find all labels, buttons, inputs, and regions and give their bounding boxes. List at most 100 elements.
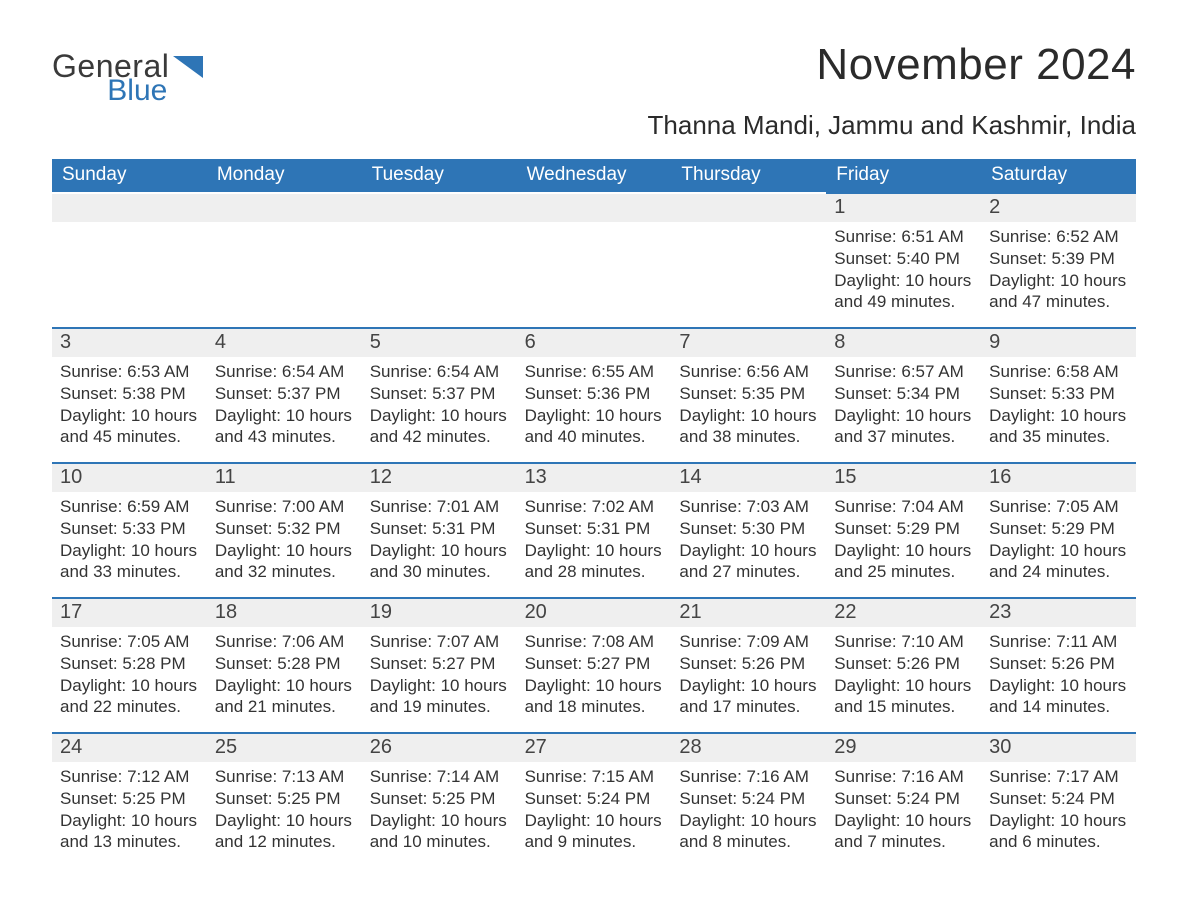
detail-sunset: Sunset: 5:32 PM bbox=[215, 518, 354, 540]
day-detail: Sunrise: 6:54 AMSunset: 5:37 PMDaylight:… bbox=[207, 357, 362, 448]
detail-sunset: Sunset: 5:35 PM bbox=[679, 383, 818, 405]
detail-daylight1: Daylight: 10 hours bbox=[834, 540, 973, 562]
day-number: 26 bbox=[362, 734, 517, 762]
calendar-cell-blank bbox=[362, 192, 517, 327]
detail-sunset: Sunset: 5:25 PM bbox=[370, 788, 509, 810]
detail-sunset: Sunset: 5:24 PM bbox=[834, 788, 973, 810]
day-number: 15 bbox=[826, 464, 981, 492]
detail-sunrise: Sunrise: 6:59 AM bbox=[60, 496, 199, 518]
detail-daylight2: and 28 minutes. bbox=[525, 561, 664, 583]
calendar-cell: 4Sunrise: 6:54 AMSunset: 5:37 PMDaylight… bbox=[207, 327, 362, 462]
dow-header: Wednesday bbox=[517, 159, 672, 192]
detail-daylight1: Daylight: 10 hours bbox=[370, 540, 509, 562]
dow-header: Saturday bbox=[981, 159, 1136, 192]
detail-sunset: Sunset: 5:24 PM bbox=[679, 788, 818, 810]
detail-sunset: Sunset: 5:26 PM bbox=[989, 653, 1128, 675]
calendar-cell: 18Sunrise: 7:06 AMSunset: 5:28 PMDayligh… bbox=[207, 597, 362, 732]
detail-daylight2: and 27 minutes. bbox=[679, 561, 818, 583]
brand-text: General Blue bbox=[52, 50, 169, 106]
calendar-cell: 9Sunrise: 6:58 AMSunset: 5:33 PMDaylight… bbox=[981, 327, 1136, 462]
detail-sunset: Sunset: 5:33 PM bbox=[989, 383, 1128, 405]
detail-sunset: Sunset: 5:28 PM bbox=[60, 653, 199, 675]
day-number: 20 bbox=[517, 599, 672, 627]
day-detail: Sunrise: 6:57 AMSunset: 5:34 PMDaylight:… bbox=[826, 357, 981, 448]
detail-daylight1: Daylight: 10 hours bbox=[60, 405, 199, 427]
day-number: 25 bbox=[207, 734, 362, 762]
calendar-cell: 5Sunrise: 6:54 AMSunset: 5:37 PMDaylight… bbox=[362, 327, 517, 462]
detail-daylight1: Daylight: 10 hours bbox=[989, 540, 1128, 562]
calendar-cell: 24Sunrise: 7:12 AMSunset: 5:25 PMDayligh… bbox=[52, 732, 207, 867]
day-number: 24 bbox=[52, 734, 207, 762]
detail-sunset: Sunset: 5:37 PM bbox=[370, 383, 509, 405]
day-detail: Sunrise: 7:02 AMSunset: 5:31 PMDaylight:… bbox=[517, 492, 672, 583]
location-subtitle: Thanna Mandi, Jammu and Kashmir, India bbox=[648, 110, 1136, 141]
detail-daylight2: and 22 minutes. bbox=[60, 696, 199, 718]
detail-sunset: Sunset: 5:26 PM bbox=[679, 653, 818, 675]
calendar-cell-blank bbox=[671, 192, 826, 327]
detail-daylight2: and 18 minutes. bbox=[525, 696, 664, 718]
calendar-cell: 16Sunrise: 7:05 AMSunset: 5:29 PMDayligh… bbox=[981, 462, 1136, 597]
calendar-cell: 22Sunrise: 7:10 AMSunset: 5:26 PMDayligh… bbox=[826, 597, 981, 732]
calendar-cell-blank bbox=[207, 192, 362, 327]
detail-sunrise: Sunrise: 6:51 AM bbox=[834, 226, 973, 248]
detail-daylight1: Daylight: 10 hours bbox=[370, 810, 509, 832]
detail-sunset: Sunset: 5:25 PM bbox=[215, 788, 354, 810]
detail-sunset: Sunset: 5:25 PM bbox=[60, 788, 199, 810]
detail-sunrise: Sunrise: 7:01 AM bbox=[370, 496, 509, 518]
calendar-cell: 30Sunrise: 7:17 AMSunset: 5:24 PMDayligh… bbox=[981, 732, 1136, 867]
detail-daylight2: and 8 minutes. bbox=[679, 831, 818, 853]
detail-sunrise: Sunrise: 7:06 AM bbox=[215, 631, 354, 653]
calendar-cell: 11Sunrise: 7:00 AMSunset: 5:32 PMDayligh… bbox=[207, 462, 362, 597]
calendar-cell: 15Sunrise: 7:04 AMSunset: 5:29 PMDayligh… bbox=[826, 462, 981, 597]
day-detail: Sunrise: 6:51 AMSunset: 5:40 PMDaylight:… bbox=[826, 222, 981, 313]
day-detail: Sunrise: 6:58 AMSunset: 5:33 PMDaylight:… bbox=[981, 357, 1136, 448]
calendar-cell: 3Sunrise: 6:53 AMSunset: 5:38 PMDaylight… bbox=[52, 327, 207, 462]
detail-sunrise: Sunrise: 6:58 AM bbox=[989, 361, 1128, 383]
detail-sunrise: Sunrise: 6:57 AM bbox=[834, 361, 973, 383]
detail-sunrise: Sunrise: 6:54 AM bbox=[215, 361, 354, 383]
detail-sunrise: Sunrise: 7:00 AM bbox=[215, 496, 354, 518]
detail-daylight2: and 10 minutes. bbox=[370, 831, 509, 853]
detail-sunrise: Sunrise: 7:11 AM bbox=[989, 631, 1128, 653]
calendar-cell: 19Sunrise: 7:07 AMSunset: 5:27 PMDayligh… bbox=[362, 597, 517, 732]
day-detail: Sunrise: 7:00 AMSunset: 5:32 PMDaylight:… bbox=[207, 492, 362, 583]
day-detail: Sunrise: 7:13 AMSunset: 5:25 PMDaylight:… bbox=[207, 762, 362, 853]
detail-sunset: Sunset: 5:38 PM bbox=[60, 383, 199, 405]
calendar-grid: SundayMondayTuesdayWednesdayThursdayFrid… bbox=[52, 159, 1136, 867]
detail-sunrise: Sunrise: 7:10 AM bbox=[834, 631, 973, 653]
day-number: 17 bbox=[52, 599, 207, 627]
day-detail: Sunrise: 7:16 AMSunset: 5:24 PMDaylight:… bbox=[671, 762, 826, 853]
calendar-cell: 7Sunrise: 6:56 AMSunset: 5:35 PMDaylight… bbox=[671, 327, 826, 462]
calendar-cell: 17Sunrise: 7:05 AMSunset: 5:28 PMDayligh… bbox=[52, 597, 207, 732]
day-detail: Sunrise: 6:56 AMSunset: 5:35 PMDaylight:… bbox=[671, 357, 826, 448]
day-number: 3 bbox=[52, 329, 207, 357]
detail-daylight1: Daylight: 10 hours bbox=[989, 810, 1128, 832]
detail-daylight1: Daylight: 10 hours bbox=[989, 270, 1128, 292]
detail-daylight2: and 38 minutes. bbox=[679, 426, 818, 448]
detail-daylight1: Daylight: 10 hours bbox=[679, 810, 818, 832]
day-number: 9 bbox=[981, 329, 1136, 357]
detail-sunset: Sunset: 5:31 PM bbox=[370, 518, 509, 540]
detail-daylight1: Daylight: 10 hours bbox=[525, 540, 664, 562]
day-detail: Sunrise: 7:12 AMSunset: 5:25 PMDaylight:… bbox=[52, 762, 207, 853]
day-detail: Sunrise: 7:05 AMSunset: 5:28 PMDaylight:… bbox=[52, 627, 207, 718]
detail-daylight2: and 37 minutes. bbox=[834, 426, 973, 448]
day-detail: Sunrise: 7:04 AMSunset: 5:29 PMDaylight:… bbox=[826, 492, 981, 583]
detail-daylight1: Daylight: 10 hours bbox=[60, 540, 199, 562]
day-detail: Sunrise: 6:52 AMSunset: 5:39 PMDaylight:… bbox=[981, 222, 1136, 313]
day-detail: Sunrise: 7:15 AMSunset: 5:24 PMDaylight:… bbox=[517, 762, 672, 853]
detail-daylight1: Daylight: 10 hours bbox=[679, 540, 818, 562]
brand-logo: General Blue bbox=[52, 40, 203, 106]
detail-daylight1: Daylight: 10 hours bbox=[370, 405, 509, 427]
detail-daylight2: and 14 minutes. bbox=[989, 696, 1128, 718]
calendar-cell: 28Sunrise: 7:16 AMSunset: 5:24 PMDayligh… bbox=[671, 732, 826, 867]
detail-daylight1: Daylight: 10 hours bbox=[834, 405, 973, 427]
day-number: 10 bbox=[52, 464, 207, 492]
day-number: 28 bbox=[671, 734, 826, 762]
day-number: 27 bbox=[517, 734, 672, 762]
calendar-cell: 8Sunrise: 6:57 AMSunset: 5:34 PMDaylight… bbox=[826, 327, 981, 462]
detail-sunrise: Sunrise: 7:16 AM bbox=[679, 766, 818, 788]
calendar-cell: 20Sunrise: 7:08 AMSunset: 5:27 PMDayligh… bbox=[517, 597, 672, 732]
detail-daylight1: Daylight: 10 hours bbox=[834, 810, 973, 832]
calendar-cell: 12Sunrise: 7:01 AMSunset: 5:31 PMDayligh… bbox=[362, 462, 517, 597]
